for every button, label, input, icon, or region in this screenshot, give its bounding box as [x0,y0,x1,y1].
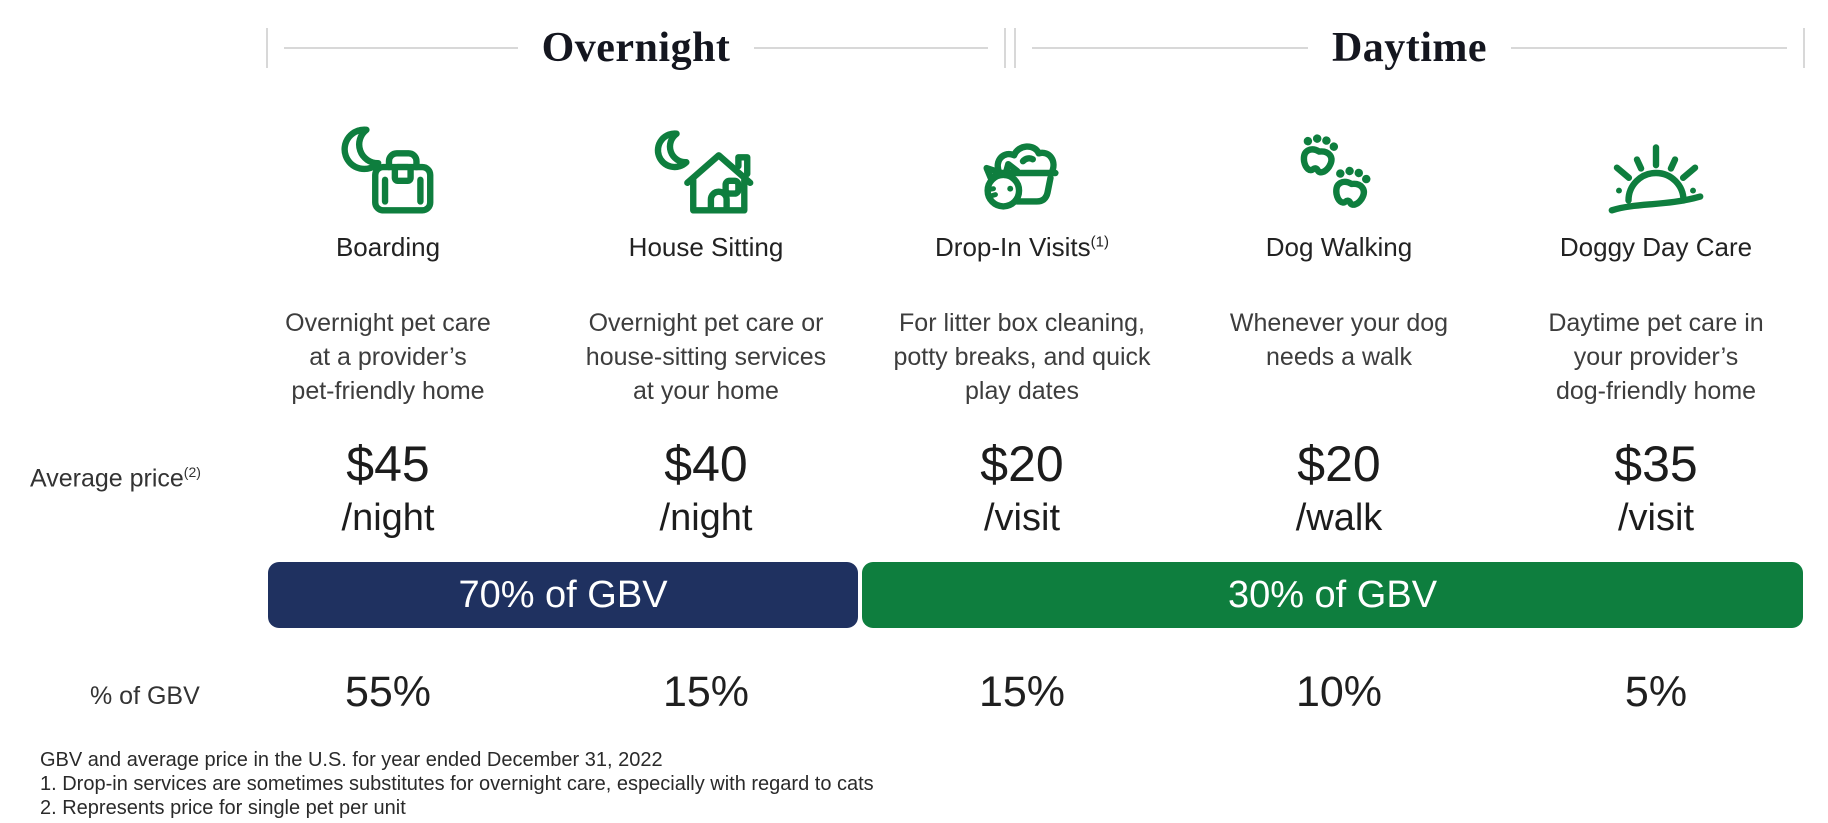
service-name: Drop-In Visits(1) [935,232,1109,262]
service-price: $45 /night [228,436,548,544]
service-column-house-sitting: House Sitting Overnight pet care or house… [546,0,866,823]
price-amount: $35 [1614,436,1698,492]
overnight-title: Overnight [541,25,731,71]
paw-prints-icon [1179,120,1499,226]
service-name: Dog Walking [1265,232,1413,262]
price-amount: $40 [664,436,748,492]
service-price: $20 /visit [862,436,1182,544]
daytime-section-header: Daytime [1014,25,1805,71]
bracket-line [284,47,518,49]
service-price: $40 /night [546,436,866,544]
cat-food-bowl-icon [862,120,1182,226]
service-column-dog-walking: Dog Walking Whenever your dog needs a wal… [1179,0,1499,823]
price-unit: /night [341,497,435,539]
service-name: Boarding [335,232,441,262]
service-column-doggy-day-care: Doggy Day Care Daytime pet care in your p… [1496,0,1816,823]
moon-suitcase-icon [228,120,548,226]
average-price-row-label: Average price(2) [30,464,201,493]
overnight-section-header: Overnight [266,25,1007,71]
service-price: $20 /walk [1179,436,1499,544]
overnight-gbv-bar: 70% of GBV [268,562,858,628]
service-name: Doggy Day Care [1559,232,1753,262]
price-amount: $20 [1297,436,1381,492]
price-amount: $20 [980,436,1064,492]
sunrise-icon [1496,120,1816,226]
service-column-boarding: Boarding Overnight pet care at a provider… [228,0,548,823]
bracket-tick [1803,28,1805,68]
daytime-title: Daytime [1331,25,1488,71]
gbv-percent: 55% [344,668,432,716]
daytime-gbv-bar: 30% of GBV [862,562,1803,628]
price-amount: $45 [346,436,430,492]
footnote-1: 1. Drop-in services are sometimes substi… [40,773,874,795]
service-description: Whenever your dog needs a walk [1229,309,1449,371]
footnote-source: GBV and average price in the U.S. for ye… [40,749,663,771]
gbv-percent: 10% [1295,668,1383,716]
service-description: For litter box cleaning, potty breaks, an… [893,309,1151,405]
bracket-line [754,47,989,49]
price-unit: /walk [1295,497,1383,539]
footnote-2: 2. Represents price for single pet per u… [40,797,406,819]
service-price: $35 /visit [1496,436,1816,544]
gbv-percent: 5% [1624,668,1688,716]
footnotes: GBV and average price in the U.S. for ye… [40,748,874,820]
bracket-tick [266,28,268,68]
service-description: Overnight pet care at a provider’s pet-fri… [285,309,491,405]
service-column-drop-in-visits: Drop-In Visits(1) For litter box cleanin… [862,0,1182,823]
gbv-percent: 15% [662,668,750,716]
gbv-row-label: % of GBV [90,682,200,710]
bracket-line [1032,47,1308,49]
moon-house-icon [546,120,866,226]
price-unit: /visit [984,497,1060,539]
service-description: Overnight pet care or house-sitting servi… [585,309,827,405]
bracket-line [1511,47,1787,49]
service-name: House Sitting [628,232,784,262]
gbv-percent: 15% [978,668,1066,716]
service-description: Daytime pet care in your provider’s dog-fr… [1548,309,1764,405]
price-unit: /night [659,497,753,539]
bracket-tick [1014,28,1016,68]
bracket-tick [1004,28,1007,68]
price-unit: /visit [1618,497,1694,539]
